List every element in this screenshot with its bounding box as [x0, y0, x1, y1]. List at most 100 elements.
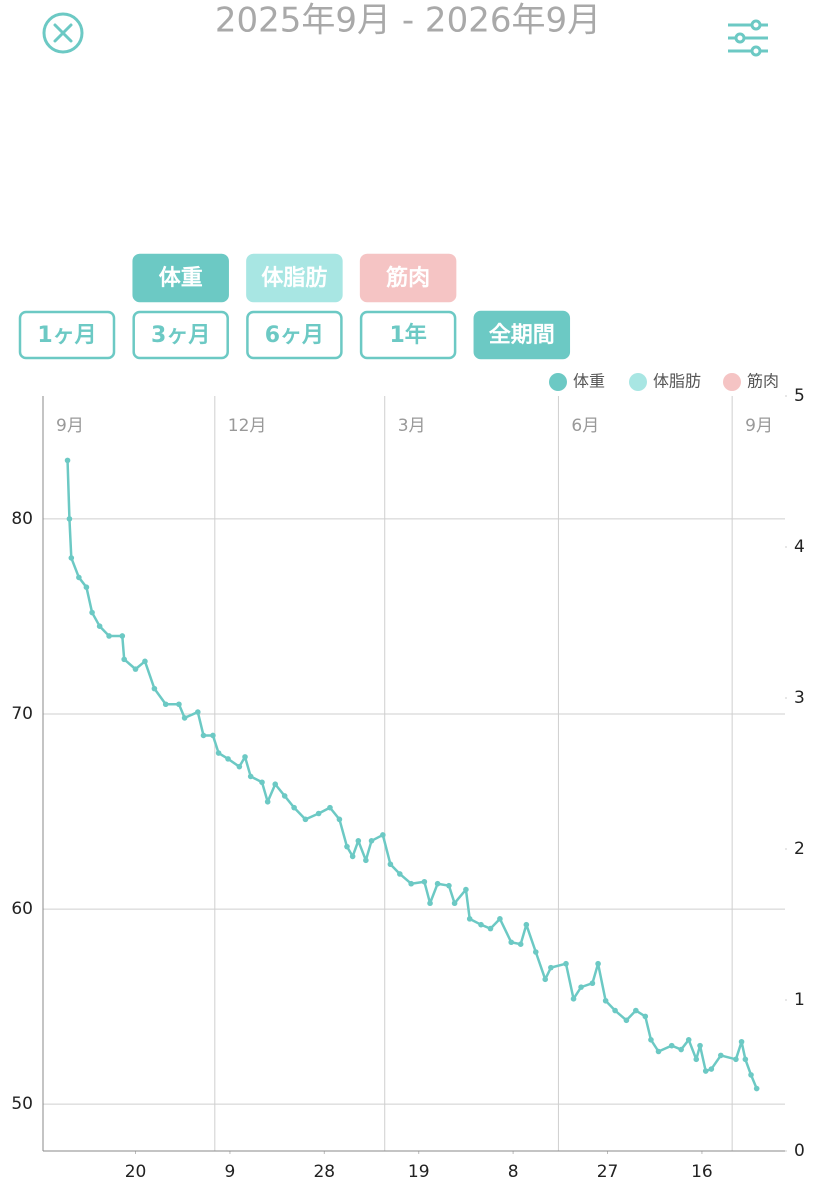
x-tick-label: 28	[313, 1162, 335, 1182]
month-label: 3月	[398, 416, 426, 436]
data-point	[215, 750, 222, 756]
data-point	[336, 816, 343, 823]
metric-button[interactable]: 体脂肪	[246, 253, 343, 303]
data-point	[106, 633, 112, 639]
data-point	[434, 880, 441, 887]
period-button[interactable]: 6ヶ月	[246, 310, 343, 360]
data-point	[623, 1017, 630, 1024]
data-point	[742, 1056, 749, 1063]
data-point	[451, 900, 458, 907]
data-point	[327, 804, 333, 811]
data-point	[648, 1036, 654, 1043]
data-point	[478, 921, 484, 928]
button-label: 1年	[389, 322, 426, 348]
data-point	[247, 773, 254, 780]
button-background	[359, 310, 457, 360]
data-point	[548, 964, 554, 971]
data-point	[176, 701, 182, 708]
data-point	[272, 781, 279, 788]
data-point	[708, 1066, 715, 1072]
data-point	[427, 900, 433, 907]
data-point	[446, 882, 452, 889]
data-point	[563, 960, 569, 967]
button-label: 6ヶ月	[265, 323, 324, 348]
data-point	[508, 939, 515, 946]
data-point	[242, 754, 248, 760]
button-background	[359, 253, 457, 303]
data-point	[589, 980, 596, 987]
data-point	[96, 623, 103, 630]
data-point	[523, 921, 530, 928]
button-label: 筋肉	[385, 265, 430, 291]
period-button[interactable]: 1年	[359, 310, 457, 360]
data-point	[466, 916, 473, 922]
data-point	[225, 756, 231, 762]
button-background	[246, 253, 343, 303]
data-point	[259, 779, 265, 786]
close-button[interactable]	[42, 12, 84, 54]
y-tick-label: 60	[11, 899, 33, 919]
button-label: 3ヶ月	[151, 323, 210, 348]
data-point	[132, 666, 139, 672]
x-tick-label: 8	[508, 1162, 519, 1182]
period-button[interactable]: 3ヶ月	[132, 310, 229, 360]
data-point	[121, 656, 127, 663]
data-point	[542, 976, 549, 983]
button-label: 体重	[159, 266, 203, 291]
filter-button[interactable]	[728, 19, 768, 57]
legend-marker	[723, 373, 741, 391]
data-point	[302, 816, 309, 823]
chart: 50 60 70 80 0 1 2 3 4 5 9月 12月 3月 6月 9月 20 9 28 19 8 27 16 体重 体…	[11, 372, 804, 1183]
data-point	[421, 878, 428, 885]
period-button[interactable]: 全期間	[473, 310, 571, 360]
y2-tick-label: 3	[794, 688, 805, 708]
data-point	[738, 1038, 745, 1045]
data-point	[408, 880, 414, 887]
data-point	[315, 810, 322, 817]
metric-button[interactable]: 筋肉	[359, 253, 457, 303]
period-button[interactable]: 1ヶ月	[18, 310, 116, 360]
y2-tick-label: 5	[794, 386, 805, 406]
x-tick-label: 9	[225, 1162, 236, 1182]
data-point	[380, 832, 386, 838]
data-point	[66, 516, 73, 522]
data-point	[497, 916, 503, 922]
data-point	[702, 1068, 709, 1074]
data-point	[678, 1046, 684, 1053]
data-point	[344, 843, 350, 850]
data-line	[66, 460, 758, 1090]
data-point	[487, 925, 494, 932]
data-point	[264, 798, 271, 805]
data-point	[753, 1085, 760, 1092]
month-label: 9月	[56, 416, 84, 436]
data-point	[748, 1072, 754, 1078]
button-background	[132, 253, 229, 303]
button-label: 全期間	[489, 322, 555, 348]
data-point	[570, 996, 577, 1002]
y2-tick-label: 2	[794, 839, 805, 859]
metric-button[interactable]: 体重	[132, 253, 229, 303]
data-point	[291, 804, 297, 811]
data-point	[142, 658, 148, 665]
data-point	[633, 1007, 639, 1014]
data-point	[151, 685, 158, 692]
data-point	[578, 984, 584, 990]
data-point	[612, 1007, 618, 1014]
button-area: 体重 体脂肪 筋肉 1ヶ月 3ヶ月 6ヶ月 1年 全期間	[18, 253, 571, 360]
data-point	[181, 715, 188, 721]
button-label: 体脂肪	[261, 265, 327, 291]
data-point	[200, 732, 207, 739]
month-label: 12月	[228, 416, 267, 436]
button-label: 1ヶ月	[37, 323, 96, 348]
y2-tick-label: 1	[794, 990, 805, 1010]
data-point	[387, 861, 394, 868]
data-point	[195, 709, 201, 715]
data-point	[210, 732, 216, 739]
data-point	[68, 555, 75, 561]
y-tick-label: 70	[11, 704, 33, 724]
x-tick-label: 16	[691, 1162, 713, 1182]
data-point	[83, 584, 90, 590]
data-point	[517, 941, 524, 948]
